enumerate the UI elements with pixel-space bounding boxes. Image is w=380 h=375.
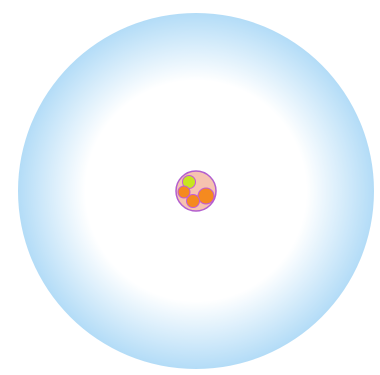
nucleus bbox=[175, 170, 217, 212]
nucleus-particles bbox=[177, 175, 215, 208]
proton-icon bbox=[186, 194, 200, 208]
proton-icon bbox=[197, 187, 215, 205]
proton-icon bbox=[177, 185, 191, 199]
